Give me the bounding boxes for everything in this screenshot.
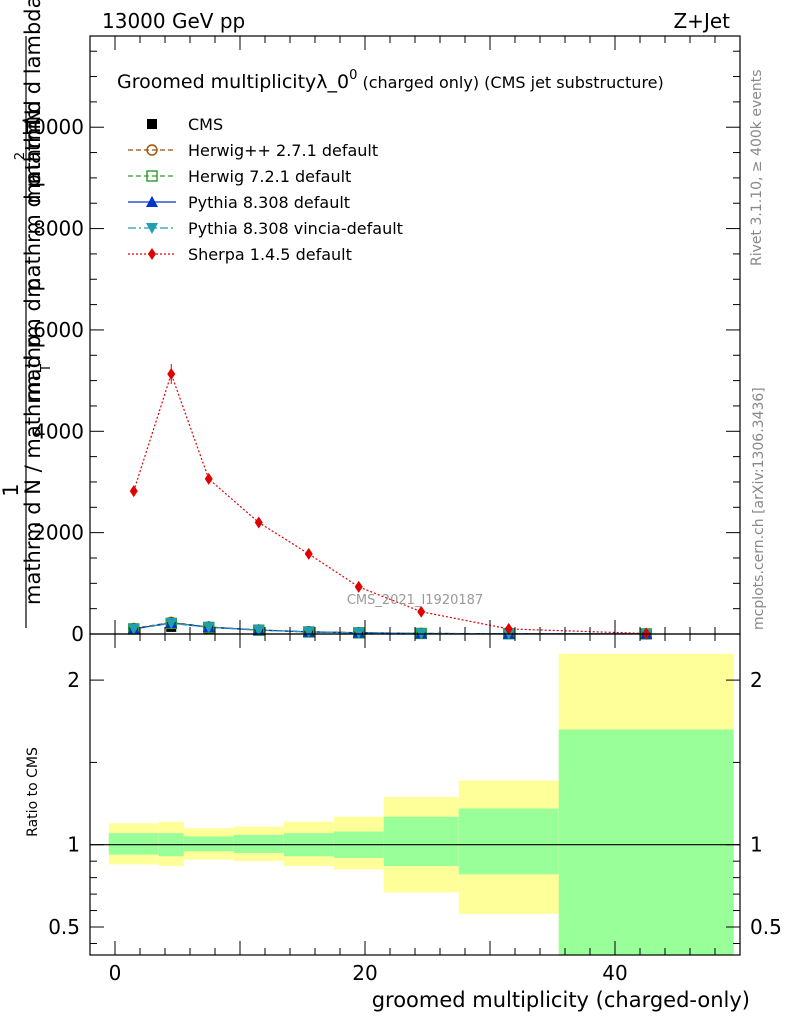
ratio-tick-label-right: 0.5 — [750, 915, 782, 939]
y-label-dpt2: mathrm d p — [21, 278, 45, 402]
plot-title: Groomed multiplicityλ_00 (charged only) … — [117, 68, 664, 93]
data-point — [202, 622, 215, 634]
legend-entry: CMS — [188, 115, 223, 134]
legend: CMS Herwig++ 2.7.1 default Herwig 7.2.1 de… — [128, 115, 403, 264]
ratio-y-label: Ratio to CMS — [25, 747, 41, 837]
plot-title-main: Groomed multiplicityλ_0 — [117, 71, 349, 93]
data-point — [254, 516, 263, 529]
ratio-stat-band — [108, 833, 159, 855]
data-point — [165, 618, 178, 630]
ratio-tick-label-left: 1 — [67, 833, 80, 857]
ratio-stat-band — [558, 729, 734, 955]
data-point — [127, 623, 140, 635]
y-tick-label: 6000 — [33, 318, 84, 342]
y-label-d: mathrm d — [21, 100, 45, 204]
data-point — [252, 625, 265, 637]
analysis-watermark: CMS_2021_I1920187 — [347, 593, 483, 608]
rivet-label: Rivet 3.1.10, ≥ 400k events — [749, 69, 765, 266]
ratio-stat-band — [458, 808, 559, 875]
legend-entry: Sherpa 1.4.5 default — [188, 245, 352, 264]
energy-label: 13000 GeV pp — [102, 9, 245, 33]
legend-entry: Pythia 8.308 vincia-default — [188, 219, 403, 238]
y-axis-label: 1 mathrm d 2 N mathrm d p mathrm d lambd… — [0, 0, 54, 628]
legend-marker — [146, 196, 158, 207]
data-point — [417, 605, 426, 618]
x-tick-label: 40 — [602, 961, 627, 985]
y-tick-label: 0 — [71, 622, 84, 646]
data-point — [504, 622, 513, 635]
ratio-tick-label-left: 0.5 — [48, 915, 80, 939]
legend-entry: Herwig 7.2.1 default — [188, 167, 351, 186]
legend-marker — [147, 119, 157, 129]
process-label: Z+Jet — [673, 9, 730, 33]
y-tick-label: 10000 — [20, 115, 84, 139]
plot-title-sup: 0 — [349, 68, 357, 83]
ratio-y-ticks: 0.5 0.5 1 1 2 2 — [48, 668, 782, 944]
data-point — [304, 547, 313, 560]
ratio-tick-label-right: 2 — [750, 668, 763, 692]
ratio-bands — [108, 653, 734, 955]
x-axis-label: groomed multiplicity (charged-only) — [372, 988, 750, 1012]
ratio-tick-label-right: 1 — [750, 833, 763, 857]
data-point — [204, 472, 213, 485]
mcplots-label: mcplots.cern.ch [arXiv:1306.3436] — [751, 387, 767, 630]
ratio-tick-label-left: 2 — [67, 668, 80, 692]
x-tick-label: 0 — [109, 961, 122, 985]
data-point — [354, 580, 363, 593]
plot-title-rest: (charged only) (CMS jet substructure) — [357, 73, 663, 92]
legend-marker — [148, 248, 156, 260]
data-point — [352, 627, 365, 639]
ratio-stat-band — [183, 836, 234, 852]
y-label-exp2: 2 — [13, 152, 28, 160]
x-axis-ticks: 0 20 40 — [109, 36, 741, 985]
legend-marker — [146, 170, 158, 182]
legend-entry: Pythia 8.308 default — [188, 193, 350, 212]
legend-marker — [146, 223, 158, 234]
legend-marker — [146, 144, 158, 156]
ratio-stat-band — [383, 816, 459, 867]
y-label-N: N — [21, 109, 45, 125]
legend-entry: Herwig++ 2.7.1 default — [188, 141, 378, 160]
y-label-dlambda: mathrm d lambda — [21, 0, 45, 184]
series-line — [133, 372, 647, 635]
y-label-numerator: 1 — [0, 483, 23, 496]
x-tick-label: 20 — [352, 961, 377, 985]
ratio-stat-band — [233, 834, 284, 853]
y-tick-label: 2000 — [33, 521, 84, 545]
y-label-denominator: mathrm d N / mathrm d p — [21, 335, 45, 605]
y-label-T: T — [39, 364, 54, 373]
y-tick-label: 8000 — [33, 217, 84, 241]
data-point — [129, 485, 138, 498]
main-y-ticks: 0 2000 4000 6000 8000 10000 — [20, 50, 740, 646]
data-point — [167, 368, 176, 381]
data-point — [302, 626, 315, 638]
y-tick-label: 4000 — [33, 419, 84, 443]
series-line — [133, 622, 647, 635]
y-label-dpt: mathrm d p — [21, 174, 45, 298]
